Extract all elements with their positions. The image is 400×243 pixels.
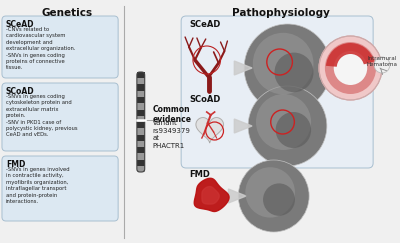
Polygon shape [234, 61, 252, 75]
FancyBboxPatch shape [137, 153, 145, 159]
Text: Pathophysiology: Pathophysiology [232, 8, 330, 18]
Circle shape [253, 33, 314, 94]
Circle shape [245, 167, 295, 217]
Circle shape [263, 183, 295, 216]
Polygon shape [234, 119, 252, 133]
Circle shape [238, 160, 309, 232]
FancyBboxPatch shape [137, 134, 145, 141]
Text: SCoAD: SCoAD [6, 87, 34, 96]
FancyBboxPatch shape [2, 156, 118, 221]
FancyBboxPatch shape [137, 116, 145, 122]
Circle shape [374, 57, 390, 73]
FancyBboxPatch shape [137, 78, 145, 85]
Text: FMD: FMD [6, 160, 25, 169]
Text: -SNVs in genes involved
in contractile activity,
myofibrils organization,
intraf: -SNVs in genes involved in contractile a… [6, 167, 70, 204]
Wedge shape [326, 43, 374, 68]
Text: Intramural
Hematoma: Intramural Hematoma [366, 56, 398, 67]
FancyBboxPatch shape [137, 166, 145, 172]
FancyBboxPatch shape [137, 103, 145, 110]
Polygon shape [196, 118, 224, 143]
FancyBboxPatch shape [137, 97, 145, 103]
FancyBboxPatch shape [137, 141, 145, 147]
Text: SCeAD: SCeAD [189, 20, 220, 29]
Circle shape [325, 42, 376, 94]
Text: SCoAD: SCoAD [189, 95, 220, 104]
Text: Genetics: Genetics [41, 8, 92, 18]
Text: -CNVs related to
cardiovascular system
development and
extracellular organizatio: -CNVs related to cardiovascular system d… [6, 27, 76, 70]
Circle shape [276, 112, 311, 148]
Circle shape [248, 86, 327, 166]
Text: Common
evidence: Common evidence [152, 105, 192, 124]
Circle shape [274, 52, 314, 92]
Polygon shape [202, 186, 219, 204]
FancyBboxPatch shape [137, 110, 145, 116]
Circle shape [337, 54, 364, 82]
Circle shape [256, 94, 311, 150]
Text: -SNVs in genes coding
cytoskeleton protein and
extracellular matrix
protein.
-SN: -SNVs in genes coding cytoskeleton prote… [6, 94, 78, 137]
FancyBboxPatch shape [181, 16, 373, 168]
Circle shape [244, 24, 331, 112]
FancyBboxPatch shape [2, 83, 118, 151]
Polygon shape [228, 189, 246, 203]
Text: variant
rs9349379
at
PHACTR1: variant rs9349379 at PHACTR1 [152, 120, 190, 148]
FancyBboxPatch shape [137, 128, 145, 134]
FancyBboxPatch shape [137, 91, 145, 97]
Circle shape [334, 51, 367, 85]
Circle shape [319, 36, 382, 100]
FancyBboxPatch shape [2, 16, 118, 78]
FancyBboxPatch shape [137, 85, 145, 91]
Polygon shape [194, 178, 229, 211]
Text: FMD: FMD [189, 170, 210, 179]
FancyBboxPatch shape [137, 122, 145, 128]
Text: SCeAD: SCeAD [6, 20, 34, 29]
FancyBboxPatch shape [137, 72, 145, 78]
FancyBboxPatch shape [137, 147, 145, 153]
FancyBboxPatch shape [137, 159, 145, 166]
